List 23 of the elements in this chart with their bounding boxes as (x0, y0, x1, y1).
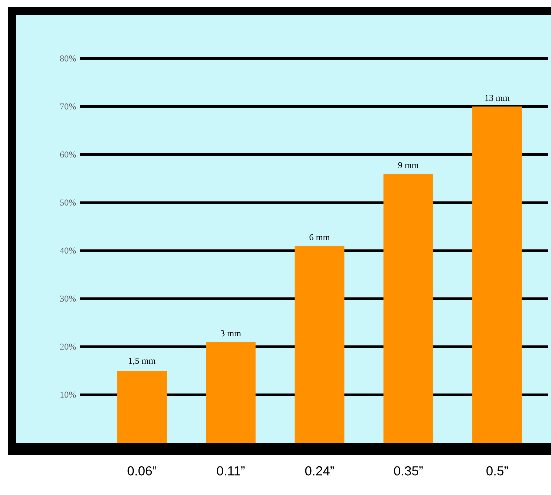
x-tick-label: 0.35” (394, 466, 423, 476)
y-tick-label: 30% (60, 296, 76, 302)
y-tick-label: 60% (60, 152, 76, 158)
y-tick-label: 40% (60, 248, 76, 254)
x-tick-label: 0.5” (486, 466, 508, 476)
annotation: 1,5 mm (129, 358, 156, 366)
x-tick-label: 0.06” (128, 466, 157, 476)
y-tick-label: 20% (60, 344, 76, 350)
bar (384, 174, 434, 443)
y-tick-label: 70% (60, 104, 76, 110)
annotation: 9 mm (398, 162, 419, 168)
bar (472, 106, 522, 443)
bar (294, 246, 345, 443)
bar (206, 342, 256, 443)
y-tick-label: 80% (60, 56, 76, 62)
y-tick-label: 10% (60, 392, 76, 398)
x-tick-label: 0.24” (305, 466, 334, 476)
annotation: 13 mm (486, 95, 510, 102)
bar (117, 370, 168, 443)
x-tick-label: 0.11” (217, 466, 245, 476)
annotation: 6 mm (310, 234, 330, 241)
y-tick-label: 50% (60, 200, 76, 206)
annotation: 3 mm (221, 330, 242, 337)
